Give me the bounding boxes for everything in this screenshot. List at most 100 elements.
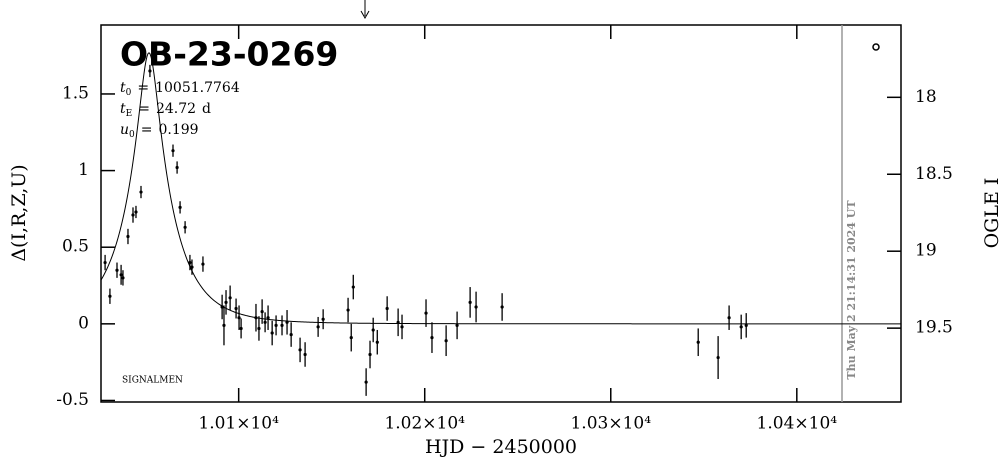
- data-point: [474, 305, 478, 309]
- data-point: [280, 323, 284, 327]
- data-point: [131, 213, 135, 217]
- data-point: [263, 320, 267, 324]
- data-point: [303, 352, 307, 357]
- data-point: [237, 316, 241, 320]
- subscript: E: [126, 109, 133, 119]
- data-point: [298, 348, 302, 352]
- data-point: [228, 296, 232, 300]
- data-point: [234, 306, 238, 311]
- data-point: [274, 323, 278, 327]
- data-point: [139, 190, 143, 194]
- relation: =: [138, 101, 150, 117]
- data-point: [468, 300, 472, 304]
- plot-frame: [100, 24, 902, 403]
- data-point: [115, 268, 119, 272]
- data-point: [371, 328, 375, 332]
- arrow-head: [360, 10, 370, 20]
- symbol: u: [120, 122, 129, 138]
- data-point: [716, 355, 720, 360]
- marker: [872, 43, 880, 51]
- data-point: [351, 285, 355, 289]
- y-axis-label: Δ(I,R,Z,U): [8, 164, 30, 261]
- data-point: [183, 225, 187, 229]
- timestamp: Thu May 2 21:14:31 2024 UT: [845, 200, 858, 380]
- data-point: [364, 380, 368, 384]
- y-tick-label: 1: [78, 160, 89, 180]
- data-point: [424, 311, 428, 315]
- data-point: [257, 326, 261, 331]
- relation: =: [141, 122, 153, 138]
- y-tick-label: 0: [78, 313, 89, 333]
- data-point: [121, 276, 125, 280]
- data-point: [108, 294, 112, 298]
- data-point: [455, 323, 459, 327]
- x-tick-label: 1.04×10⁴: [757, 414, 838, 434]
- data-point: [119, 273, 123, 277]
- data-point: [260, 309, 264, 314]
- data-point: [254, 316, 258, 320]
- data-point: [134, 210, 138, 214]
- y2-tick-label: 18: [915, 87, 937, 107]
- data-point: [396, 320, 400, 324]
- data-point: [270, 331, 274, 335]
- data-point: [430, 336, 434, 340]
- data-point: [727, 316, 731, 320]
- y2-tick-label: 19.5: [915, 318, 953, 338]
- relation: =: [137, 80, 149, 96]
- data-point: [321, 317, 325, 321]
- x-tick-label: 1.03×10⁴: [570, 414, 651, 434]
- parameter: u0 = 0.199: [120, 122, 199, 140]
- data-point: [289, 332, 293, 337]
- parameter: t0 = 10051.7764: [120, 80, 240, 98]
- data-point: [148, 69, 152, 73]
- data-point: [400, 325, 404, 329]
- x-axis-label: HJD − 2450000: [425, 436, 577, 458]
- x-tick-label: 1.01×10⁴: [198, 414, 279, 434]
- y-tick-label: 1.5: [62, 83, 89, 103]
- data-point: [444, 339, 448, 343]
- data-point: [224, 300, 228, 304]
- data-point: [220, 305, 224, 309]
- data-point: [190, 265, 194, 269]
- data-point: [739, 325, 743, 329]
- model-curve: [101, 52, 901, 325]
- watermark: SIGNALMEN: [122, 376, 183, 386]
- data-point: [696, 340, 700, 344]
- y2-tick-label: 19: [915, 241, 937, 261]
- x-tick-label: 1.02×10⁴: [384, 414, 465, 434]
- data-point: [349, 336, 353, 340]
- data-point: [188, 260, 192, 265]
- y2-axis-label: OGLE I: [981, 178, 1003, 249]
- data-point: [500, 305, 504, 309]
- data-point: [103, 260, 107, 265]
- data-point: [175, 165, 179, 170]
- unit: d: [202, 101, 211, 117]
- value: 24.72: [156, 101, 196, 117]
- chart-title: OB-23-0269: [120, 35, 338, 74]
- data-point: [368, 352, 372, 357]
- data-point: [201, 262, 205, 266]
- data-point: [171, 149, 175, 153]
- data-point: [316, 325, 320, 329]
- data-point: [744, 323, 748, 327]
- data-point: [346, 308, 350, 312]
- data-point: [385, 306, 389, 311]
- subscript: 0: [126, 88, 132, 98]
- data-point: [285, 320, 289, 324]
- subscript: 0: [129, 130, 135, 140]
- symbol: t: [120, 80, 126, 96]
- symbol: t: [120, 101, 126, 117]
- parameter: tE = 24.72 d: [120, 101, 211, 119]
- value: 10051.7764: [155, 80, 240, 96]
- data-point: [266, 316, 270, 320]
- y-tick-label: 0.5: [62, 237, 89, 257]
- data-point: [178, 205, 182, 209]
- data-point: [239, 326, 243, 331]
- y2-tick-label: 18.5: [915, 164, 953, 184]
- data-point: [126, 234, 130, 239]
- data-point: [222, 323, 226, 327]
- value: 0.199: [159, 122, 199, 138]
- y-tick-label: -0.5: [56, 390, 89, 410]
